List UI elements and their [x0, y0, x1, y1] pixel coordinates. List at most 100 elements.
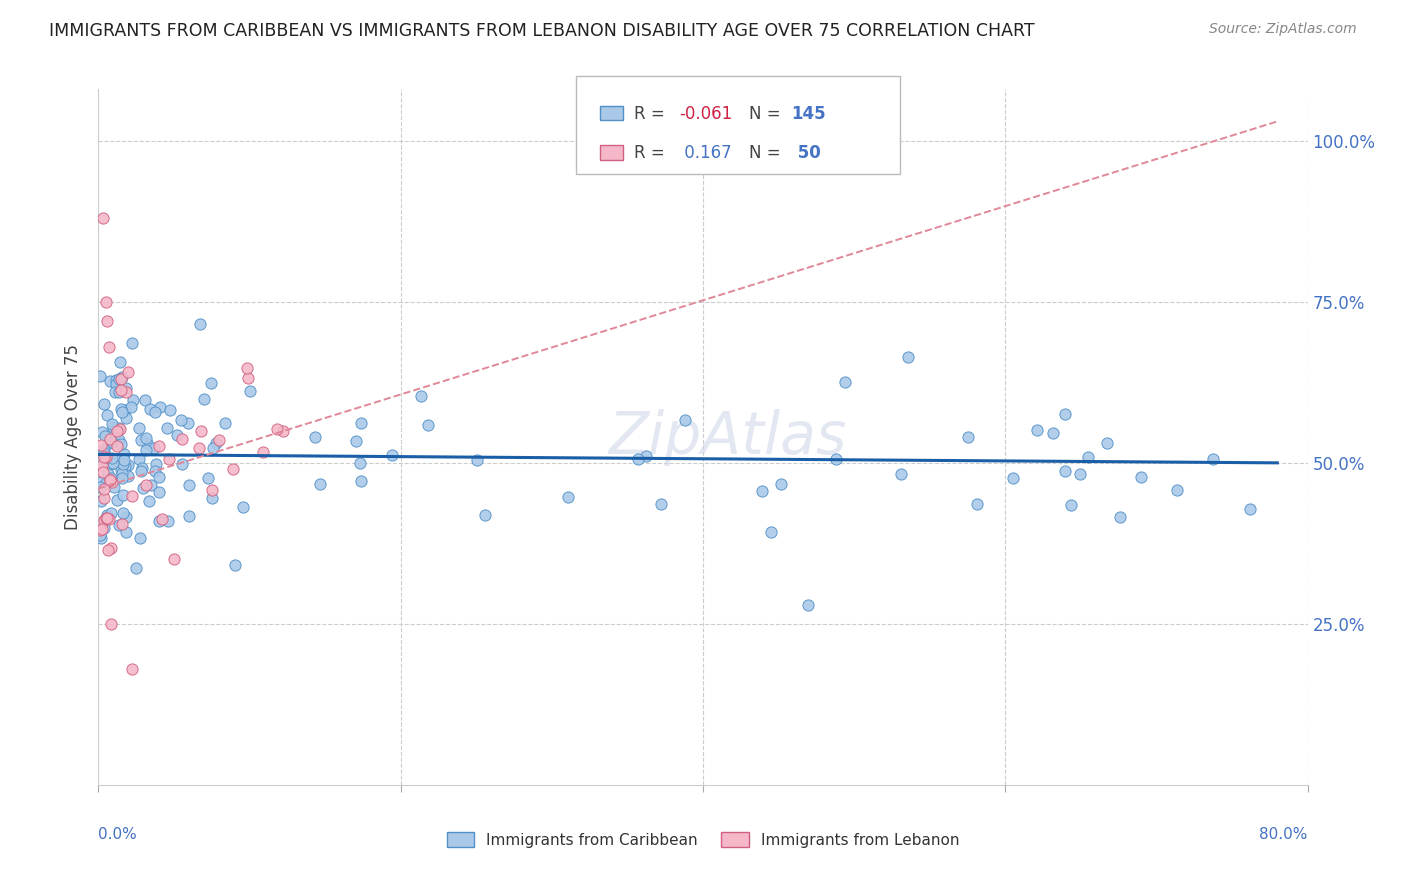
Point: [101, 475, 124, 490]
Point: [111, 506, 134, 520]
Point: [344, 434, 367, 449]
Point: [131, 434, 153, 448]
Point: [634, 449, 657, 463]
Text: IMMIGRANTS FROM CARIBBEAN VS IMMIGRANTS FROM LEBANON DISABILITY AGE OVER 75 CORR: IMMIGRANTS FROM CARIBBEAN VS IMMIGRANTS …: [49, 22, 1035, 40]
Point: [190, 424, 212, 438]
Point: [94, 429, 117, 443]
Point: [105, 424, 128, 438]
Text: -0.061: -0.061: [679, 105, 733, 123]
Point: [91, 466, 114, 480]
Point: [98, 374, 121, 388]
Point: [103, 480, 125, 494]
Point: [134, 392, 156, 407]
Point: [627, 452, 650, 467]
Point: [89, 523, 111, 537]
Point: [673, 413, 696, 427]
Point: [115, 411, 138, 425]
Point: [557, 491, 579, 505]
Point: [145, 457, 167, 471]
Point: [381, 448, 404, 462]
Point: [93, 450, 115, 464]
Point: [107, 385, 129, 400]
Point: [90, 438, 112, 452]
Point: [117, 468, 139, 483]
Point: [142, 442, 165, 456]
Point: [96, 450, 118, 464]
Point: [1239, 502, 1261, 516]
Point: [1077, 450, 1099, 465]
Point: [98, 432, 121, 446]
Point: [177, 509, 200, 524]
Point: [208, 433, 231, 447]
Point: [111, 471, 134, 485]
Point: [135, 431, 157, 445]
Point: [135, 443, 157, 458]
Text: 50: 50: [792, 145, 820, 162]
Point: [89, 528, 111, 542]
Point: [107, 433, 129, 447]
Point: [96, 314, 118, 328]
Point: [111, 405, 134, 419]
Point: [91, 522, 114, 536]
Point: [239, 384, 262, 399]
Point: [112, 448, 135, 462]
Point: [110, 384, 132, 398]
Point: [188, 317, 211, 331]
Point: [111, 517, 134, 532]
Text: N =: N =: [749, 145, 786, 162]
Point: [115, 510, 138, 524]
Point: [304, 430, 326, 444]
Point: [1202, 451, 1225, 466]
Point: [200, 376, 222, 391]
Text: 0.0%: 0.0%: [98, 827, 138, 842]
Point: [1054, 407, 1077, 421]
Point: [1054, 463, 1077, 477]
Point: [139, 478, 162, 492]
Text: Source: ZipAtlas.com: Source: ZipAtlas.com: [1209, 22, 1357, 37]
Point: [157, 451, 180, 466]
Point: [111, 488, 134, 502]
Point: [89, 480, 111, 494]
Text: ZipAtlas: ZipAtlas: [607, 409, 846, 466]
Point: [1166, 483, 1188, 497]
Point: [128, 421, 150, 435]
Point: [90, 531, 112, 545]
Point: [136, 436, 159, 450]
Point: [149, 400, 172, 414]
Text: 80.0%: 80.0%: [1260, 827, 1308, 842]
Point: [159, 403, 181, 417]
Point: [148, 439, 170, 453]
Point: [121, 489, 143, 503]
Point: [465, 453, 488, 467]
Point: [148, 514, 170, 528]
Point: [117, 365, 139, 379]
Point: [97, 436, 120, 450]
Point: [108, 518, 131, 533]
Point: [650, 497, 672, 511]
Point: [125, 561, 148, 575]
Point: [114, 384, 136, 399]
Point: [1002, 471, 1025, 485]
Point: [252, 444, 274, 458]
Text: R =: R =: [634, 105, 671, 123]
Point: [1069, 467, 1091, 482]
Point: [100, 541, 122, 555]
Point: [121, 336, 143, 351]
Point: [135, 478, 157, 492]
Point: [236, 360, 259, 375]
Point: [107, 372, 129, 386]
Point: [129, 463, 152, 477]
Point: [1026, 423, 1049, 437]
Point: [114, 458, 136, 473]
Text: 0.167: 0.167: [679, 145, 731, 162]
Point: [138, 401, 160, 416]
Text: N =: N =: [749, 105, 786, 123]
Point: [111, 466, 134, 480]
Point: [188, 441, 211, 455]
Point: [100, 457, 122, 471]
Point: [89, 368, 111, 383]
Point: [101, 434, 124, 449]
Point: [166, 428, 188, 442]
Point: [91, 211, 114, 225]
Point: [112, 452, 135, 467]
